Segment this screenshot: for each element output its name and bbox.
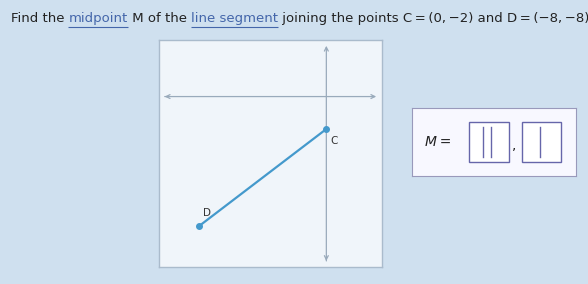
Text: Find the: Find the [11, 12, 68, 25]
Text: ,: , [512, 138, 516, 153]
Bar [522, 122, 562, 162]
Text: M =: M = [425, 135, 454, 149]
Text: D: D [203, 208, 212, 218]
Text: midpoint: midpoint [68, 12, 128, 25]
Text: C: C [330, 135, 338, 145]
Text: joining the points C = (0, −2) and D = (−8, −8).: joining the points C = (0, −2) and D = (… [278, 12, 588, 25]
Bar [469, 122, 509, 162]
Text: M of the: M of the [128, 12, 191, 25]
Text: line segment: line segment [191, 12, 278, 25]
